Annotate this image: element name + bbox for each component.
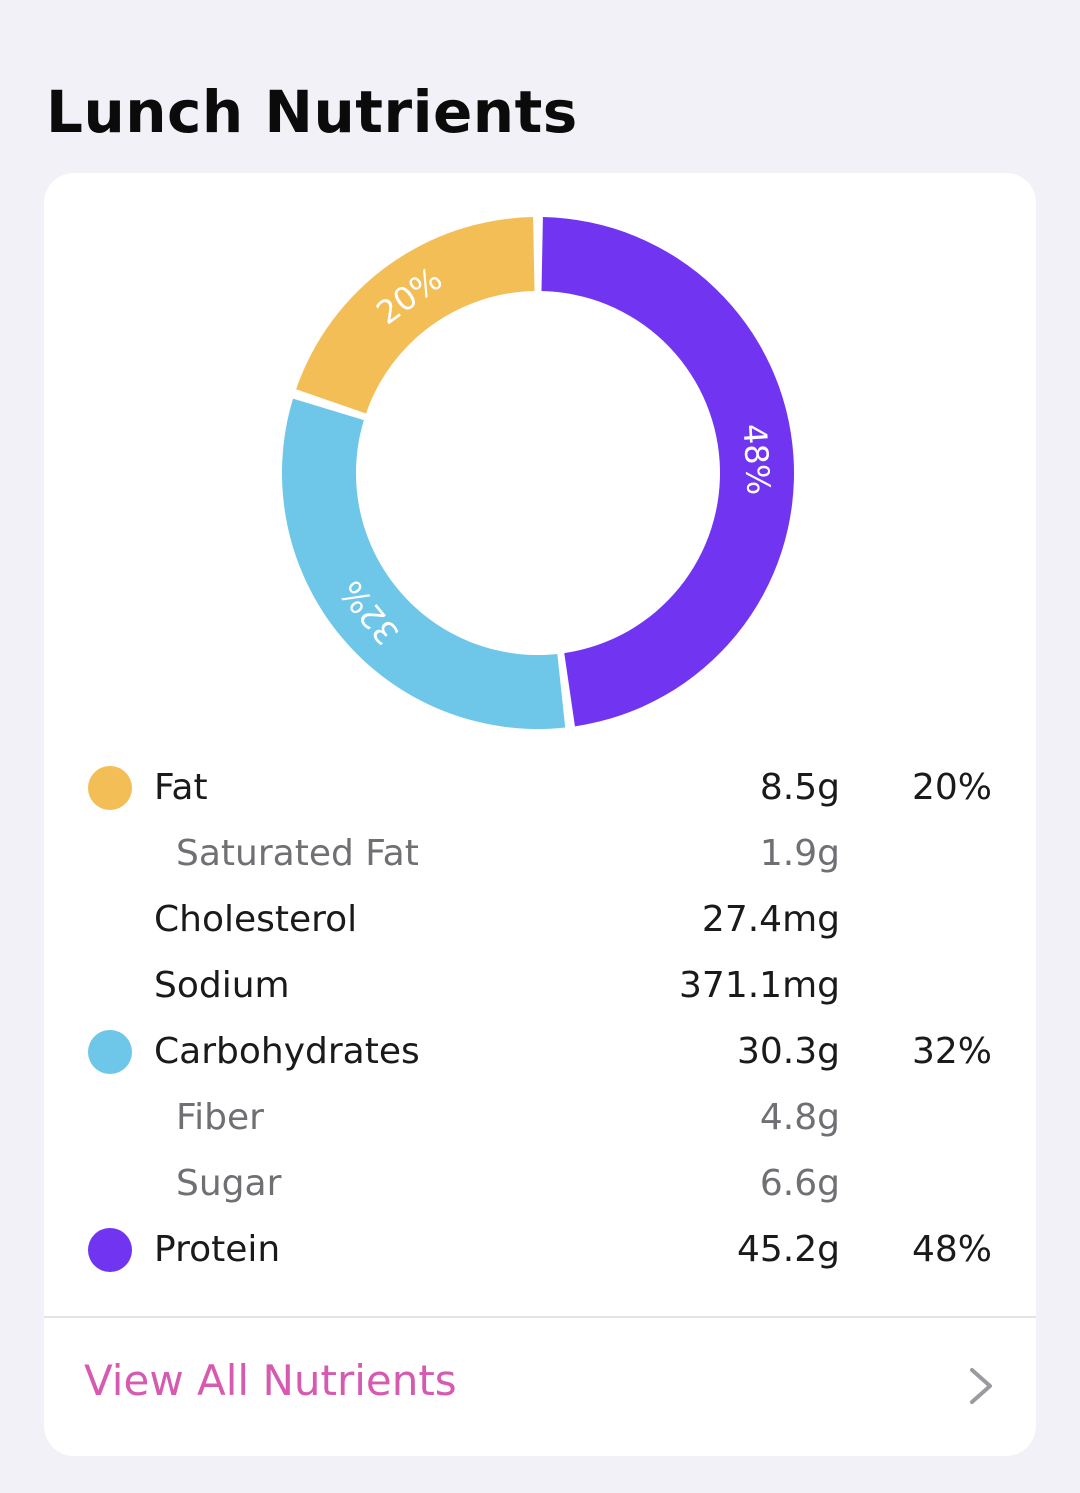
nutrient-row-protein: Protein 45.2g 48% — [44, 1217, 1036, 1283]
macro-donut-chart: 48%32%20% — [282, 217, 794, 730]
nutrient-amount: 1.9g — [759, 833, 840, 874]
donut-label-protein: 48% — [735, 423, 777, 496]
view-all-nutrients-link[interactable]: View All Nutrients — [84, 1356, 457, 1405]
card-divider — [44, 1316, 1036, 1318]
nutrient-amount: 30.3g — [736, 1031, 840, 1072]
donut-slice-fat — [296, 217, 535, 414]
nutrient-percent: 20% — [911, 767, 992, 808]
nutrient-percent: 32% — [911, 1031, 992, 1072]
donut-slice-carbohydrates — [282, 398, 566, 730]
fat-color-dot — [88, 766, 132, 810]
nutrient-list: Fat 8.5g 20% Saturated Fat 1.9g Choleste… — [44, 755, 1036, 1283]
nutrient-name: Protein — [154, 1229, 281, 1270]
nutrient-name: Cholesterol — [154, 899, 358, 940]
chevron-right-icon — [970, 1368, 992, 1404]
nutrient-amount: 27.4mg — [701, 899, 840, 940]
nutrient-row-cholesterol: Cholesterol 27.4mg — [44, 887, 1036, 953]
nutrient-amount: 8.5g — [759, 767, 840, 808]
protein-color-dot — [88, 1228, 132, 1272]
carbohydrates-color-dot — [88, 1030, 132, 1074]
nutrient-percent: 48% — [911, 1229, 992, 1270]
nutrient-amount: 371.1mg — [679, 965, 840, 1006]
nutrient-amount: 45.2g — [736, 1229, 840, 1270]
nutrient-row-sugar: Sugar 6.6g — [44, 1151, 1036, 1217]
nutrient-name: Carbohydrates — [154, 1031, 420, 1072]
page-title: Lunch Nutrients — [46, 78, 578, 146]
view-all-nutrients-button[interactable]: View All Nutrients — [44, 1318, 1036, 1456]
nutrient-name: Sugar — [176, 1163, 282, 1204]
nutrient-amount: 4.8g — [759, 1097, 840, 1138]
nutrients-card: 48% 32% 20% Fat 8.5g 20% Saturated Fat 1.9… — [44, 173, 1036, 1456]
nutrient-name: Sodium — [154, 965, 290, 1006]
nutrient-row-carbohydrates: Carbohydrates 30.3g 32% — [44, 1019, 1036, 1085]
nutrient-row-sodium: Sodium 371.1mg — [44, 953, 1036, 1019]
nutrient-amount: 6.6g — [759, 1163, 840, 1204]
nutrient-row-fat: Fat 8.5g 20% — [44, 755, 1036, 821]
nutrient-row-fiber: Fiber 4.8g — [44, 1085, 1036, 1151]
nutrient-name: Fat — [154, 767, 208, 808]
nutrient-name: Saturated Fat — [176, 833, 419, 874]
nutrient-name: Fiber — [176, 1097, 264, 1138]
nutrient-row-saturated-fat: Saturated Fat 1.9g — [44, 821, 1036, 887]
donut-slice-protein — [541, 217, 794, 727]
